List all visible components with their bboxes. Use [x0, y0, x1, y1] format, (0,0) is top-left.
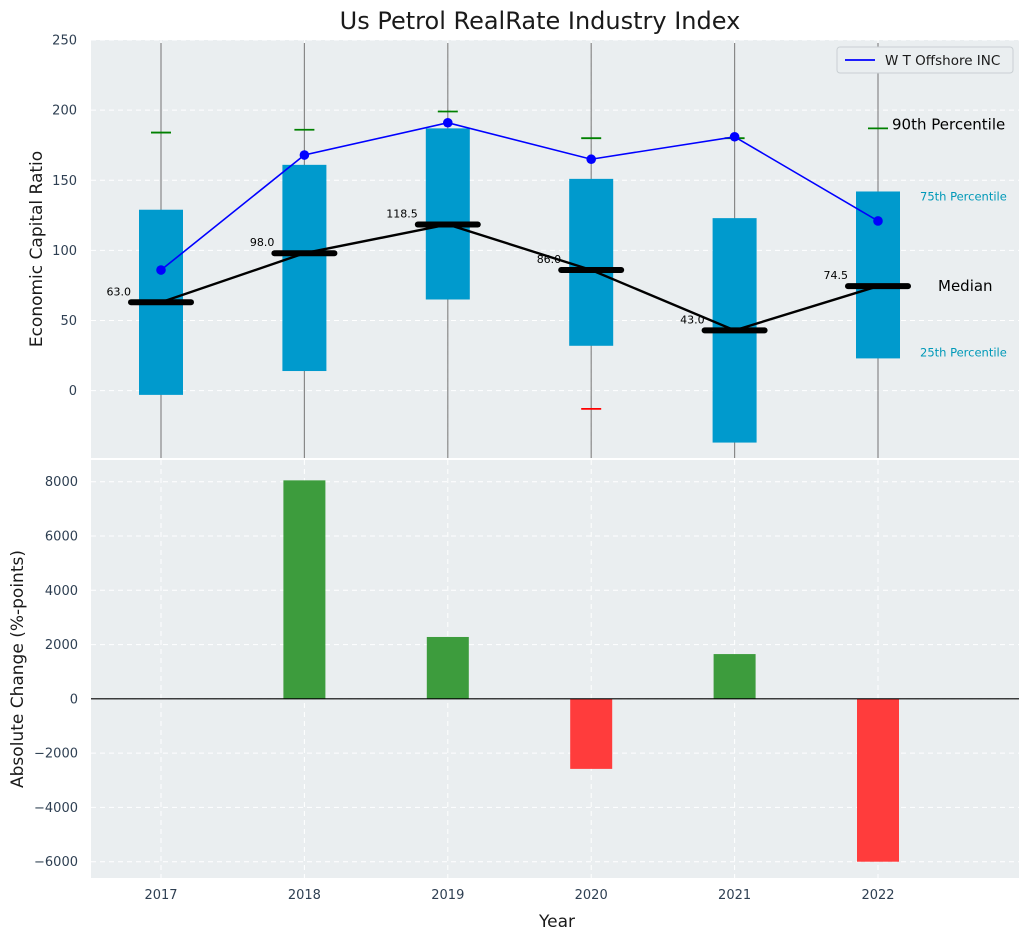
- legend-box: [836, 46, 1014, 74]
- change-bars: [91, 480, 1019, 862]
- positive-change-bar: [283, 480, 326, 699]
- x-axis-label: Year: [538, 912, 575, 932]
- x-tick-label: 2020: [575, 888, 608, 903]
- top-y-tick-labels: 0 50 100 150 200 250: [52, 34, 77, 400]
- legend-entry-label: W T Offshore INC: [885, 53, 1000, 69]
- company-point: [443, 117, 453, 128]
- top-y-axis-label: Economic Capital Ratio: [27, 151, 47, 347]
- median-value-label: 98.0: [250, 236, 275, 249]
- x-tick-labels: 2017 2018 2019 2020 2021 2022: [144, 888, 894, 903]
- median-annotation: Median: [938, 277, 993, 295]
- bottom-y-axis-label: Absolute Change (%-points): [8, 550, 28, 788]
- median-value-label: 86.0: [537, 253, 562, 266]
- x-tick-label: 2019: [431, 888, 464, 903]
- company-point: [299, 150, 310, 160]
- company-point: [873, 216, 883, 226]
- bottom-y-tick-labels: −6000 −4000 −2000 0 2000 4000 6000 8000: [34, 475, 78, 870]
- median-value-label: 118.5: [386, 207, 418, 220]
- bottom-y-tick-label: 0: [70, 692, 78, 707]
- top-y-tick-label: 0: [69, 384, 77, 399]
- top-y-tick-label: 250: [52, 34, 77, 49]
- p90-annotation: 90th Percentile: [892, 115, 1005, 133]
- bottom-y-tick-label: 4000: [45, 584, 78, 599]
- box-marks: 63.0 98.0 118.5 86.0 43.0 74.5 90th Percentile…: [107, 43, 1007, 458]
- bottom-y-tick-label: −4000: [34, 801, 78, 816]
- company-point: [586, 154, 596, 165]
- x-tick-label: 2017: [144, 888, 177, 903]
- positive-change-bar: [713, 654, 756, 699]
- x-tick-label: 2022: [861, 888, 894, 903]
- chart-title: Us Petrol RealRate Industry Index: [340, 7, 741, 35]
- median-value-label: 63.0: [107, 285, 132, 298]
- positive-change-bar: [426, 636, 469, 699]
- company-line: [160, 121, 879, 271]
- x-tick-label: 2021: [718, 888, 751, 903]
- bottom-y-tick-label: 8000: [45, 475, 78, 490]
- company-point: [729, 131, 740, 142]
- x-tick-label: 2018: [288, 888, 321, 903]
- p75-annotation: 75th Percentile: [920, 189, 1007, 203]
- iqr-box: [425, 128, 470, 300]
- top-panel-box-plot: 0 50 100 150 200 250 Economic Capital Ratio 6…: [27, 34, 1019, 458]
- top-y-tick-label: 50: [60, 314, 77, 329]
- bottom-y-tick-label: 6000: [45, 530, 78, 545]
- top-y-tick-label: 150: [52, 174, 77, 189]
- median-value-label: 74.5: [824, 269, 849, 282]
- bottom-y-tick-label: −6000: [34, 855, 78, 870]
- top-y-tick-label: 100: [52, 244, 77, 259]
- iqr-box: [282, 164, 327, 372]
- median-line: [160, 223, 879, 332]
- bottom-y-tick-label: 2000: [45, 638, 78, 653]
- negative-change-bar: [857, 698, 899, 862]
- p25-annotation: 25th Percentile: [920, 345, 1007, 359]
- median-value-label: 43.0: [680, 313, 705, 326]
- negative-change-bar: [570, 698, 613, 769]
- legend[interactable]: W T Offshore INC: [836, 46, 1014, 74]
- company-point: [156, 265, 166, 275]
- top-y-tick-label: 200: [52, 104, 77, 119]
- bottom-y-tick-label: −2000: [34, 747, 78, 762]
- iqr-box: [569, 178, 614, 346]
